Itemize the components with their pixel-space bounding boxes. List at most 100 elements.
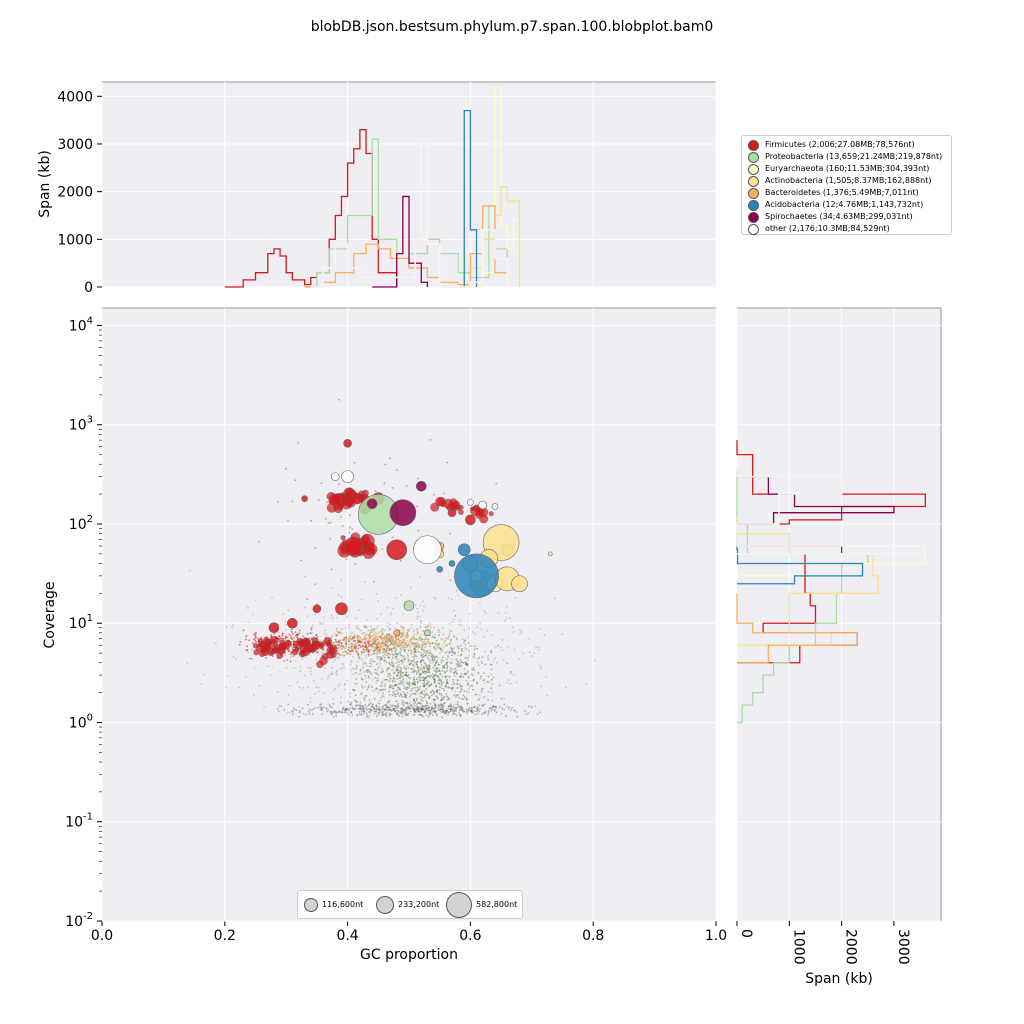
- scatter-dot: [428, 664, 430, 667]
- scatter-dot: [330, 671, 333, 673]
- scatter-dot: [277, 707, 279, 710]
- scatter-dot: [376, 655, 379, 658]
- scatter-dot: [406, 713, 409, 716]
- scatter-dot: [423, 677, 426, 680]
- scatter-dot: [448, 705, 451, 707]
- scatter-dot: [376, 672, 379, 675]
- scatter-dot: [476, 657, 479, 660]
- scatter-dot: [447, 697, 450, 700]
- scatter-dot: [355, 627, 358, 630]
- scatter-dot: [417, 680, 419, 683]
- scatter-dot: [393, 708, 396, 710]
- scatter-dot: [393, 662, 396, 665]
- scatter-dot: [363, 710, 366, 713]
- scatter-dot: [432, 654, 434, 657]
- scatter-dot: [464, 639, 467, 642]
- scatter-dot: [354, 563, 356, 566]
- scatter-dot: [528, 651, 531, 654]
- scatter-dot: [507, 707, 510, 710]
- scatter-dot: [381, 714, 384, 717]
- scatter-dot: [388, 640, 391, 642]
- scatter-dot: [311, 709, 313, 711]
- legend-swatch: [748, 211, 759, 223]
- scatter-dot: [403, 708, 406, 711]
- scatter-dot: [483, 682, 486, 684]
- scatter-dot: [420, 676, 423, 679]
- scatter-dot: [412, 706, 414, 709]
- scatter-dot: [416, 699, 418, 702]
- scatter-dot: [436, 690, 438, 693]
- scatter-dot: [348, 646, 351, 649]
- scatter-dot: [403, 684, 405, 687]
- scatter-dot: [470, 684, 472, 687]
- scatter-dot: [361, 705, 364, 707]
- scatter-dot: [384, 708, 387, 711]
- scatter-dot: [414, 604, 417, 606]
- scatter-dot: [398, 714, 400, 716]
- scatter-dot: [377, 707, 379, 710]
- scatter-dot: [305, 656, 308, 658]
- scatter-dot: [420, 620, 422, 622]
- scatter-dot: [435, 669, 437, 671]
- scatter-dot: [445, 658, 448, 661]
- scatter-dot: [375, 593, 378, 595]
- scatter-dot: [298, 711, 301, 714]
- scatter-dot: [442, 660, 444, 662]
- firmicutes-blob: [447, 508, 457, 517]
- scatter-dot: [446, 710, 448, 712]
- scatter-dot: [389, 708, 392, 711]
- scatter-dot: [360, 713, 363, 716]
- scatter-dot: [417, 710, 420, 712]
- scatter-dot: [473, 648, 476, 650]
- scatter-dot: [392, 643, 395, 645]
- scatter-dot: [414, 683, 417, 686]
- scatter-dot: [513, 709, 516, 712]
- scatter-dot: [259, 636, 262, 639]
- scatter-dot: [416, 628, 419, 630]
- scatter-dot: [386, 654, 388, 657]
- scatter-dot: [445, 695, 448, 698]
- scatter-dot: [442, 710, 445, 713]
- scatter-dot: [351, 673, 354, 675]
- scatter-dot: [312, 708, 315, 710]
- scatter-dot: [459, 713, 461, 716]
- scatter-dot: [382, 655, 385, 657]
- scatter-dot: [501, 649, 504, 652]
- scatter-dot: [415, 662, 418, 665]
- scatter-dot: [407, 657, 409, 660]
- scatter-dot: [420, 702, 422, 705]
- scatter-dot: [432, 666, 435, 669]
- scatter-dot: [375, 687, 378, 690]
- scatter-dot: [433, 636, 436, 639]
- scatter-dot: [436, 689, 438, 692]
- scatter-dot: [452, 705, 455, 708]
- scatter-dot: [362, 663, 365, 665]
- scatter-dot: [453, 635, 456, 638]
- scatter-dot: [433, 646, 436, 649]
- size-legend-label: 233,200nt: [398, 900, 440, 909]
- scatter-dot: [409, 662, 412, 665]
- actinobacteria-blob: [511, 575, 528, 593]
- scatter-dot: [310, 519, 312, 522]
- scatter-dot: [533, 652, 536, 654]
- scatter-dot: [454, 710, 457, 712]
- scatter-dot: [369, 649, 371, 652]
- scatter-dot: [325, 651, 327, 653]
- scatter-dot: [450, 671, 453, 673]
- scatter-dot: [442, 706, 445, 709]
- scatter-dot: [357, 647, 360, 650]
- scatter-dot: [418, 671, 420, 673]
- scatter-dot: [383, 482, 386, 485]
- firmicutes-blob: [335, 602, 348, 616]
- scatter-dot: [510, 709, 512, 711]
- scatter-dot: [331, 635, 334, 637]
- scatter-dot: [373, 707, 375, 710]
- scatter-dot: [441, 638, 443, 640]
- scatter-dot: [382, 695, 385, 698]
- scatter-dot: [433, 670, 436, 672]
- scatter-dot: [501, 707, 504, 710]
- scatter-dot: [470, 710, 473, 713]
- scatter-dot: [349, 663, 352, 666]
- scatter-dot: [355, 683, 358, 685]
- scatter-dot: [379, 662, 381, 665]
